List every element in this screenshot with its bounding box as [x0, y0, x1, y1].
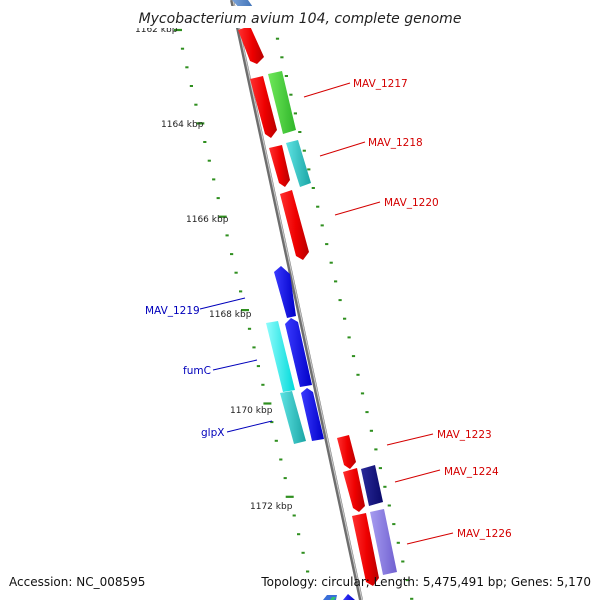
title-background — [135, 6, 465, 28]
map-title: Mycobacterium avium 104, complete genome — [139, 11, 462, 27]
gene-arrow[interactable] — [250, 76, 277, 138]
gene-arrow[interactable] — [266, 321, 295, 392]
gene-arrow[interactable] — [330, 597, 336, 600]
gene-arrow[interactable] — [361, 465, 383, 506]
gene-arrow[interactable] — [280, 391, 306, 444]
gene-arrow[interactable] — [352, 513, 379, 586]
gene-arrow[interactable] — [337, 435, 356, 469]
inner-tick-marks — [174, 28, 310, 573]
kbp-label: 1162 kbp — [135, 25, 178, 35]
topology-text: Topology: circular; Length: 5,475,491 bp… — [260, 575, 591, 589]
gene-label-mav-1226[interactable]: MAV_1226 — [457, 528, 512, 540]
gene-arrow[interactable] — [274, 266, 296, 318]
kbp-label: 1172 kbp — [250, 502, 293, 512]
gene-label-mav-1223[interactable]: MAV_1223 — [437, 429, 492, 441]
gene-label-mav-1224[interactable]: MAV_1224 — [444, 466, 499, 478]
gene-label-glpx[interactable]: glpX — [201, 427, 224, 439]
gene-label-mav-1219[interactable]: MAV_1219 — [145, 305, 200, 317]
kbp-label: 1168 kbp — [209, 310, 252, 320]
gene-arrow[interactable] — [343, 468, 365, 512]
gene-arrow[interactable] — [268, 71, 296, 134]
inner-gene-track — [266, 266, 324, 444]
gene-label-fumc[interactable]: fumC — [183, 365, 211, 377]
gene-arrow[interactable] — [301, 388, 324, 441]
gene-arrow[interactable] — [285, 318, 312, 387]
gene-arrow[interactable] — [286, 140, 311, 187]
gene-arrow[interactable] — [370, 509, 397, 575]
outer-tick-marks — [271, 19, 414, 600]
kbp-labels: 1162 kbp 1164 kbp 1166 kbp 1168 kbp 1170… — [135, 25, 293, 512]
gene-label-mav-1220[interactable]: MAV_1220 — [384, 197, 439, 209]
gene-arrow[interactable] — [280, 190, 309, 260]
gene-label-mav-1218[interactable]: MAV_1218 — [368, 137, 423, 149]
label-leader-lines — [199, 82, 454, 545]
gene-arrow[interactable] — [343, 594, 355, 600]
gene-label-mav-1217[interactable]: MAV_1217 — [353, 78, 408, 90]
gene-arrow[interactable] — [269, 145, 290, 187]
kbp-label: 1166 kbp — [186, 215, 229, 225]
gene-arrow[interactable] — [238, 26, 264, 64]
accession-text: Accession: NC_008595 — [9, 575, 145, 589]
genome-backbone — [230, 0, 363, 600]
outer-gene-track — [232, 0, 397, 600]
gene-labels: MAV_1217 MAV_1218 MAV_1220 MAV_1219 fumC… — [145, 78, 512, 540]
kbp-label: 1164 kbp — [161, 120, 204, 130]
kbp-label: 1170 kbp — [230, 406, 273, 416]
